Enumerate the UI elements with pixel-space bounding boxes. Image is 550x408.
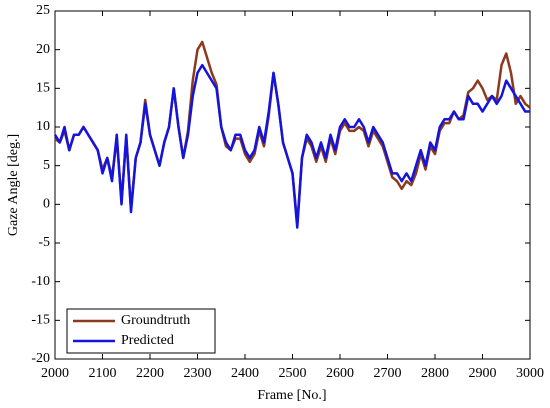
legend-label: Groundtruth bbox=[121, 313, 190, 328]
y-tick-label: 0 bbox=[43, 197, 50, 212]
y-tick-label: -5 bbox=[38, 235, 50, 250]
x-tick-label: 2300 bbox=[184, 366, 212, 381]
y-tick-label: -20 bbox=[31, 351, 50, 366]
y-tick-label: 15 bbox=[36, 81, 50, 96]
x-tick-label: 2400 bbox=[231, 366, 259, 381]
y-tick-label: -10 bbox=[31, 274, 50, 289]
legend-box bbox=[66, 308, 216, 354]
y-tick-label: 20 bbox=[36, 42, 50, 57]
x-tick-label: 2800 bbox=[421, 366, 449, 381]
x-axis-label: Frame [No.] bbox=[257, 388, 326, 403]
y-tick-label: 25 bbox=[36, 3, 50, 18]
series-line bbox=[53, 63, 530, 229]
x-tick-label: 2900 bbox=[469, 366, 497, 381]
legend-label: Predicted bbox=[121, 333, 174, 348]
x-tick-label: 2000 bbox=[41, 366, 69, 381]
y-tick-label: 10 bbox=[36, 119, 50, 134]
x-tick-label: 2100 bbox=[89, 366, 117, 381]
x-tick-label: 3000 bbox=[516, 366, 544, 381]
x-tick-label: 2200 bbox=[136, 366, 164, 381]
y-axis-label: Gaze Angle [deg.] bbox=[6, 134, 21, 236]
x-tick-label: 2700 bbox=[374, 366, 402, 381]
x-tick-label: 2600 bbox=[326, 366, 354, 381]
x-tick-label: 2500 bbox=[279, 366, 307, 381]
y-tick-label: -15 bbox=[31, 313, 50, 328]
y-tick-label: 5 bbox=[43, 158, 50, 173]
